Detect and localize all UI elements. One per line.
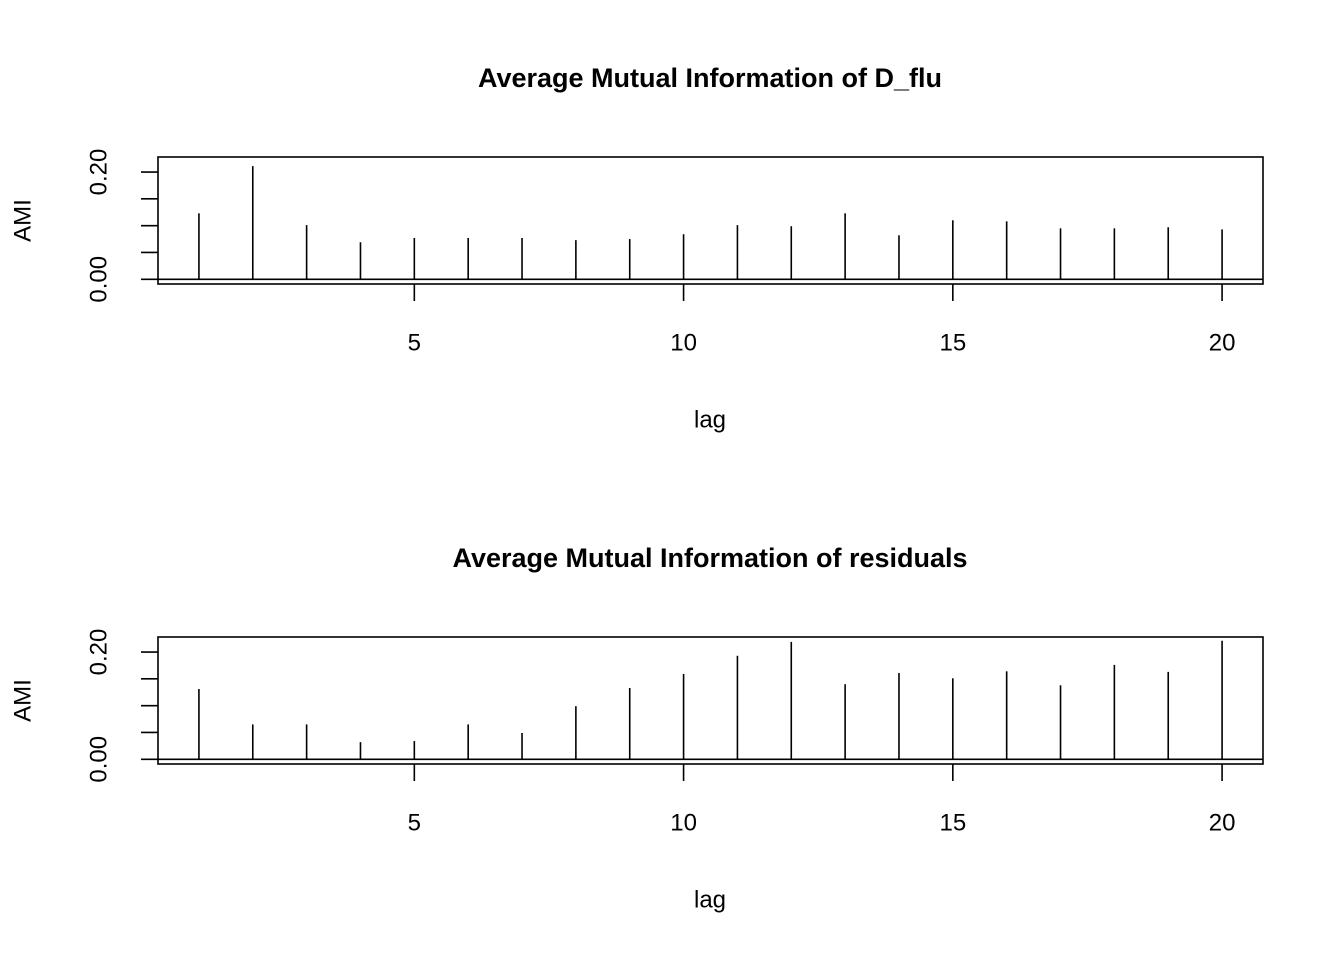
x-tick-label: 10	[670, 329, 697, 356]
x-tick-label: 20	[1209, 329, 1236, 356]
y-tick-label: 0.00	[85, 736, 112, 783]
x-tick-label: 5	[408, 329, 421, 356]
x-tick-label: 15	[939, 329, 966, 356]
chart-title: Average Mutual Information of D_flu	[478, 63, 942, 93]
plot-frame	[157, 636, 1264, 765]
chart-title: Average Mutual Information of residuals	[452, 543, 967, 573]
x-axis-label: lag	[694, 406, 726, 433]
y-axis-label: AMI	[9, 679, 36, 722]
y-tick-label: 0.20	[85, 629, 112, 676]
y-tick-label: 0.20	[85, 149, 112, 196]
x-tick-label: 5	[408, 809, 421, 836]
x-axis-label: lag	[694, 886, 726, 913]
x-tick-label: 15	[939, 809, 966, 836]
x-tick-label: 20	[1209, 809, 1236, 836]
y-tick-label: 0.00	[85, 256, 112, 303]
x-tick-label: 10	[670, 809, 697, 836]
y-axis-label: AMI	[9, 199, 36, 242]
plot-frame	[157, 156, 1264, 285]
